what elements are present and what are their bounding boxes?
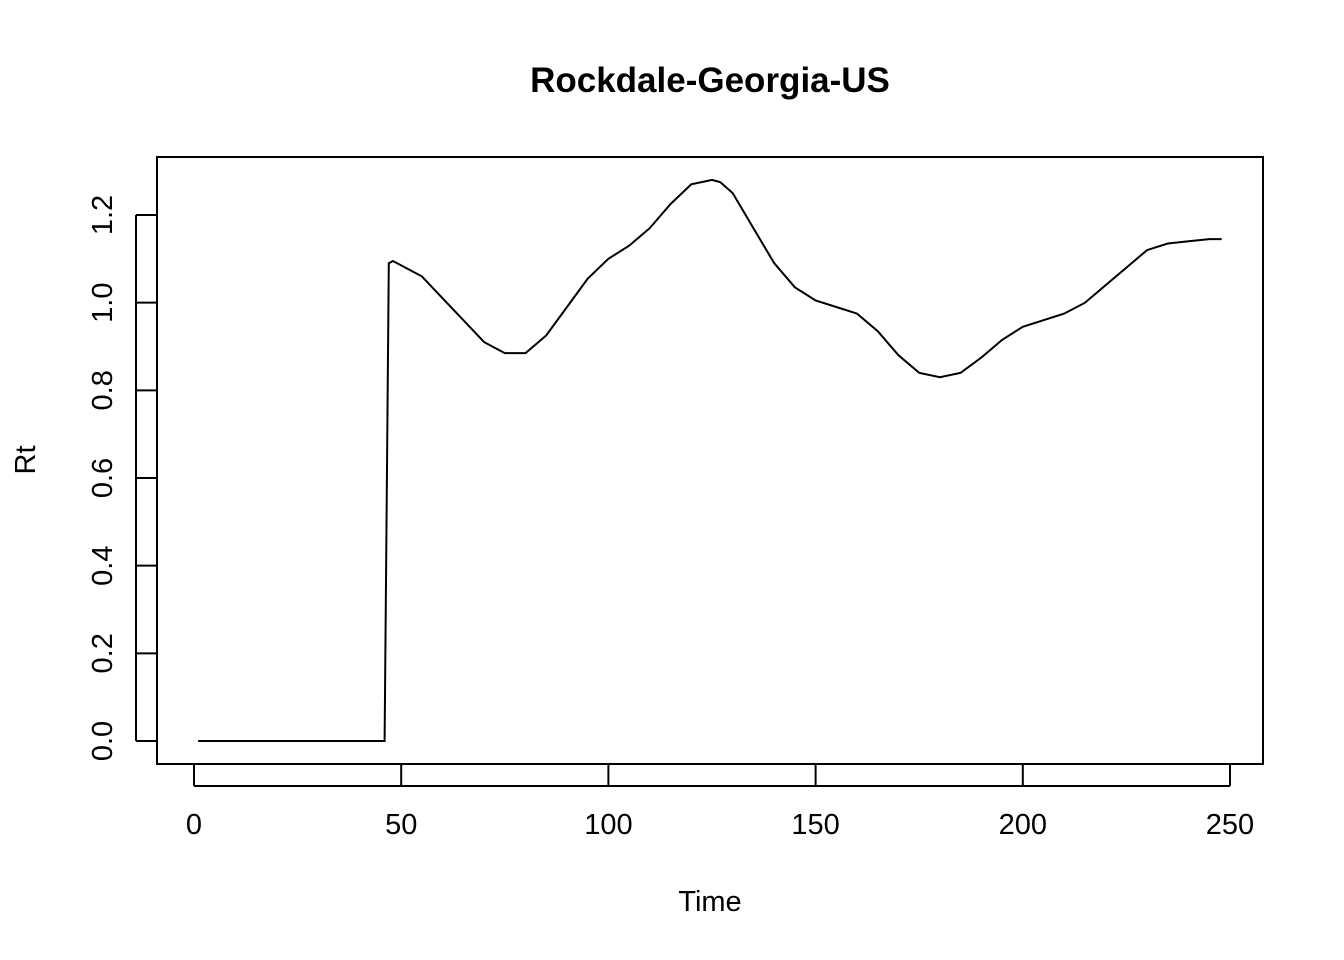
x-tick-label: 50 [385, 809, 417, 841]
y-tick-label: 0.2 [87, 633, 119, 673]
y-axis: 0.0 0.2 0.4 0.6 0.8 1.0 1.2 [87, 195, 157, 761]
chart-title: Rockdale-Georgia-US [530, 61, 890, 100]
x-axis-label: Time [678, 886, 741, 918]
x-tick-label: 200 [999, 809, 1047, 841]
y-tick-label: 0.8 [87, 370, 119, 410]
x-tick-label: 100 [584, 809, 632, 841]
y-tick-label: 1.2 [87, 195, 119, 235]
plot-frame [156, 156, 1264, 765]
x-axis: 0 50 100 150 200 250 [186, 765, 1254, 841]
y-axis-label: Rt [10, 446, 42, 475]
y-tick-label: 0.4 [87, 546, 119, 586]
y-tick-label: 0.0 [87, 721, 119, 761]
rt-series-line [198, 178, 1222, 742]
y-tick-label: 1.0 [87, 283, 119, 323]
x-tick-label: 150 [791, 809, 839, 841]
x-tick-label: 250 [1206, 809, 1254, 841]
x-tick-label: 0 [186, 809, 202, 841]
y-tick-label: 0.6 [87, 458, 119, 498]
